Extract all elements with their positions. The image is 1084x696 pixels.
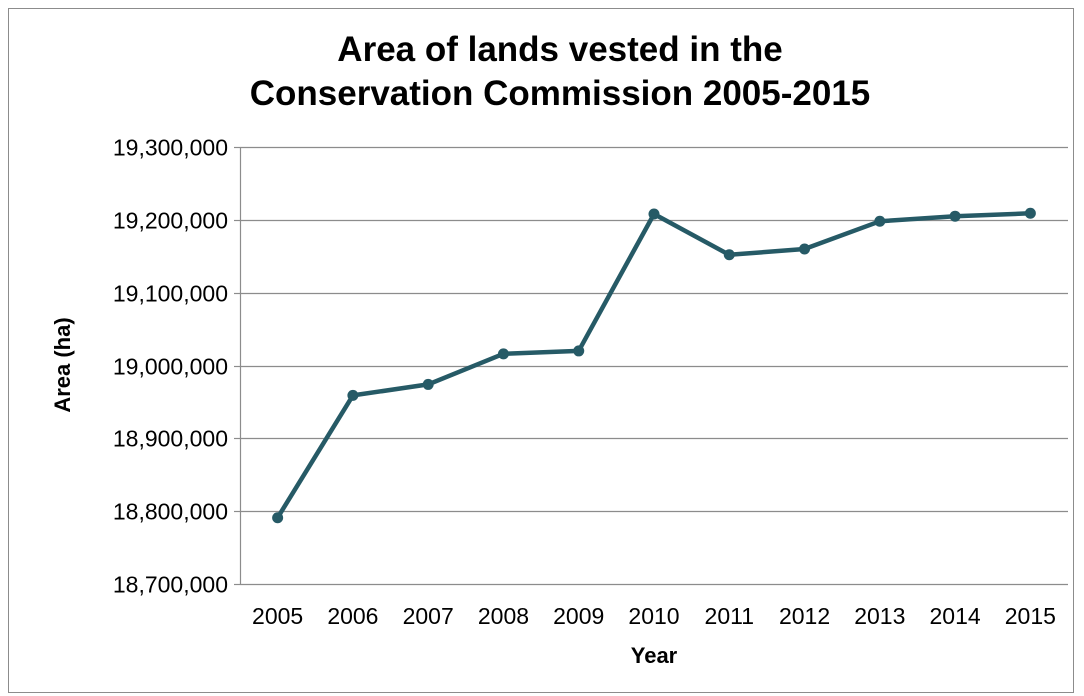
x-tick-labels: 2005 2006 2007 2008 2009 2010 2011 2012 2013 2014… (252, 603, 1056, 629)
y-tick-labels: 18,700,000 18,800,000 18,900,000 19,000,000… (113, 135, 228, 598)
data-point (949, 210, 961, 222)
x-tick-label: 2013 (854, 603, 905, 629)
x-tick-label: 2015 (1005, 603, 1056, 629)
data-point (422, 378, 434, 390)
x-tick-label: 2009 (553, 603, 604, 629)
data-point (573, 345, 585, 357)
y-tick-label: 18,900,000 (113, 426, 228, 452)
y-tick-label: 18,800,000 (113, 499, 228, 525)
y-tick-label: 19,100,000 (113, 281, 228, 307)
data-point (347, 389, 359, 401)
x-tick-label: 2011 (705, 603, 754, 629)
data-point (799, 243, 811, 255)
gridlines (234, 146, 1068, 586)
data-point (497, 348, 509, 360)
y-tick-label: 19,300,000 (113, 135, 228, 161)
x-tick-label: 2008 (478, 603, 529, 629)
x-tick-label: 2012 (779, 603, 830, 629)
x-tick-label: 2006 (327, 603, 378, 629)
chart-title: Area of lands vested in the Conservation… (0, 28, 1084, 116)
data-point (723, 249, 735, 261)
x-tick-label: 2005 (252, 603, 303, 629)
x-tick-label: 2010 (628, 603, 679, 629)
series-group (272, 207, 1036, 524)
x-tick-label: 2007 (403, 603, 454, 629)
data-point (1024, 207, 1036, 219)
data-point (272, 512, 284, 524)
chart-title-line-1: Area of lands vested in the (337, 30, 783, 69)
x-tick-label: 2014 (930, 603, 981, 629)
series-line (275, 211, 1033, 520)
y-tick-label: 19,000,000 (113, 354, 228, 380)
data-point (874, 215, 886, 227)
x-axis-title: Year (631, 643, 678, 668)
y-axis-title: Area (ha) (50, 317, 75, 412)
y-tick-label: 18,700,000 (113, 572, 228, 598)
chart-title-line-2: Conservation Commission 2005-2015 (249, 74, 871, 113)
data-point (648, 208, 660, 220)
y-tick-label: 19,200,000 (113, 208, 228, 234)
